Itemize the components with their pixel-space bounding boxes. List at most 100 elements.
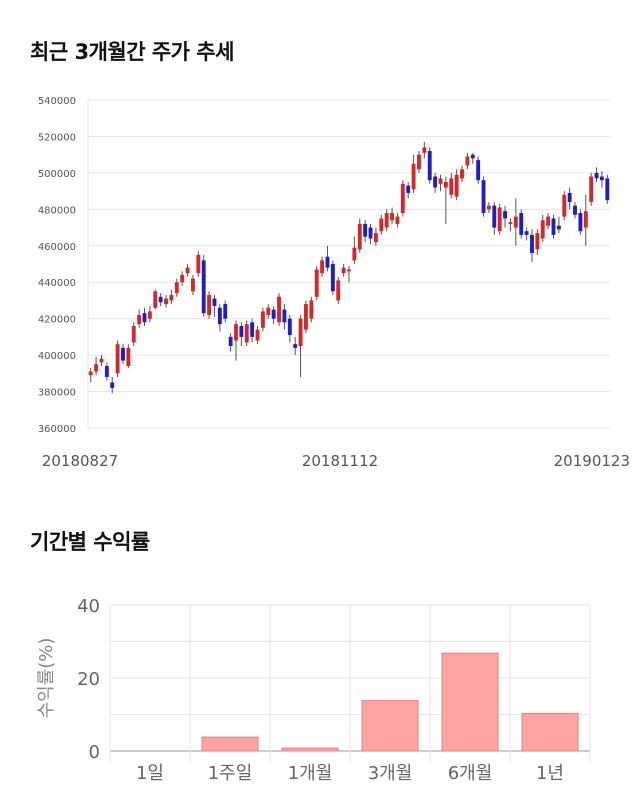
- returns-chart-x-ticks: 1일 1주일 1개월 3개월 6개월 1년: [136, 763, 564, 784]
- price-candle-up: [373, 233, 378, 243]
- returns-bar-chart: 40 20 0 1일 1주일 1개월 3개월 6개월 1년 수익률(%): [36, 596, 591, 784]
- price-candle-down: [330, 264, 335, 292]
- returns-x-tick-label: 1년: [536, 763, 564, 784]
- price-y-tick-label: 500000: [38, 169, 76, 180]
- price-candle-up: [94, 364, 99, 372]
- price-trend-title: 최근 3개월간 주가 추세: [30, 40, 234, 64]
- price-candle-down: [228, 336, 233, 346]
- price-candle-up: [347, 269, 351, 272]
- price-candle-down: [524, 231, 529, 235]
- price-candle-down: [530, 234, 534, 254]
- price-candle-down: [567, 192, 572, 203]
- price-candle-down: [556, 225, 561, 230]
- price-candle-down: [217, 307, 222, 325]
- price-candle-down: [239, 325, 244, 337]
- price-candle-up: [438, 178, 443, 184]
- price-candle-down: [325, 256, 330, 268]
- price-candle-up: [266, 307, 271, 316]
- price-candle-up: [460, 169, 464, 179]
- price-candle-up: [260, 311, 265, 328]
- returns-x-tick-label: 6개월: [448, 763, 493, 784]
- price-x-tick-label: 20180827: [42, 452, 118, 470]
- price-candle-up: [379, 218, 384, 232]
- returns-x-tick-label: 1일: [136, 763, 164, 784]
- price-candle-down: [503, 211, 507, 219]
- price-candle-down: [519, 212, 524, 235]
- price-candle-up: [535, 233, 540, 250]
- price-candle-down: [594, 172, 599, 179]
- price-candle-up: [395, 216, 400, 224]
- price-candle-up: [352, 247, 357, 261]
- price-candle-down: [293, 344, 298, 348]
- price-candle-down: [476, 160, 481, 181]
- price-x-tick-label: 20181112: [302, 452, 378, 470]
- price-candle-up: [126, 347, 131, 367]
- price-candle-up: [191, 278, 195, 292]
- price-candle-up: [244, 324, 249, 343]
- price-candle-up: [513, 216, 518, 228]
- price-candle-down: [212, 298, 217, 306]
- price-candle-up: [255, 329, 260, 341]
- price-candle-up: [180, 274, 185, 283]
- price-candle-down: [363, 223, 368, 237]
- price-candle-down: [201, 260, 206, 314]
- price-y-tick-label: 440000: [38, 278, 76, 289]
- returns-y-tick-label: 0: [89, 742, 100, 763]
- price-candle-down: [142, 313, 147, 323]
- price-candle-up: [336, 280, 341, 301]
- returns-x-tick-label: 1주일: [208, 763, 253, 784]
- price-candle-down: [368, 227, 373, 239]
- price-candle-up: [131, 325, 136, 343]
- price-y-tick-label: 460000: [38, 242, 76, 253]
- price-candle-down: [250, 322, 255, 337]
- price-candle-up: [589, 176, 594, 203]
- price-candle-up: [185, 267, 190, 274]
- price-chart-candles: [88, 141, 610, 394]
- price-candle-down: [110, 382, 115, 388]
- price-candle-up: [562, 194, 567, 217]
- price-candle-up: [486, 205, 491, 210]
- price-candle-up: [583, 211, 588, 228]
- price-candle-up: [88, 371, 93, 376]
- price-candle-up: [147, 311, 152, 319]
- price-candle-up: [174, 282, 179, 294]
- returns-chart-grid: [109, 604, 591, 763]
- price-candle-up: [99, 358, 104, 363]
- returns-y-tick-label: 20: [77, 669, 100, 690]
- returns-x-tick-label: 3개월: [368, 763, 413, 784]
- price-candle-down: [104, 366, 109, 377]
- returns-bar: [361, 700, 419, 752]
- price-candle-up: [400, 183, 405, 213]
- price-candle-down: [551, 218, 556, 235]
- returns-bar: [281, 747, 339, 752]
- returns-chart-y-label: 수익률(%): [36, 638, 57, 719]
- price-candle-up: [137, 315, 142, 325]
- returns-chart-bars: [201, 652, 579, 752]
- returns-bar: [521, 712, 579, 752]
- price-chart-x-ticks: 20180827 20181112 20190123: [42, 452, 630, 470]
- price-candle-up: [443, 182, 448, 188]
- price-candle-down: [578, 212, 583, 232]
- price-candle-up: [546, 216, 551, 226]
- price-candle-up: [309, 300, 314, 319]
- price-candle-up: [357, 223, 362, 250]
- price-candle-down: [282, 309, 287, 323]
- price-candle-down: [481, 180, 486, 213]
- price-candle-up: [465, 156, 470, 166]
- price-candle-up: [417, 154, 421, 170]
- price-candle-up: [384, 212, 389, 228]
- price-y-tick-label: 400000: [38, 351, 76, 362]
- price-candle-down: [470, 154, 475, 159]
- price-candle-up: [449, 178, 454, 195]
- returns-chart-y-ticks: 40 20 0: [77, 596, 100, 763]
- price-candle-up: [298, 318, 303, 346]
- price-candle-up: [115, 344, 120, 374]
- price-x-tick-label: 20190123: [554, 452, 630, 470]
- price-candle-up: [164, 298, 168, 305]
- price-candle-down: [605, 178, 610, 201]
- price-candle-down: [492, 205, 497, 228]
- returns-y-tick-label: 40: [77, 596, 100, 617]
- returns-x-tick-label: 1개월: [288, 763, 333, 784]
- price-y-tick-label: 420000: [38, 315, 76, 326]
- returns-bar: [201, 736, 259, 752]
